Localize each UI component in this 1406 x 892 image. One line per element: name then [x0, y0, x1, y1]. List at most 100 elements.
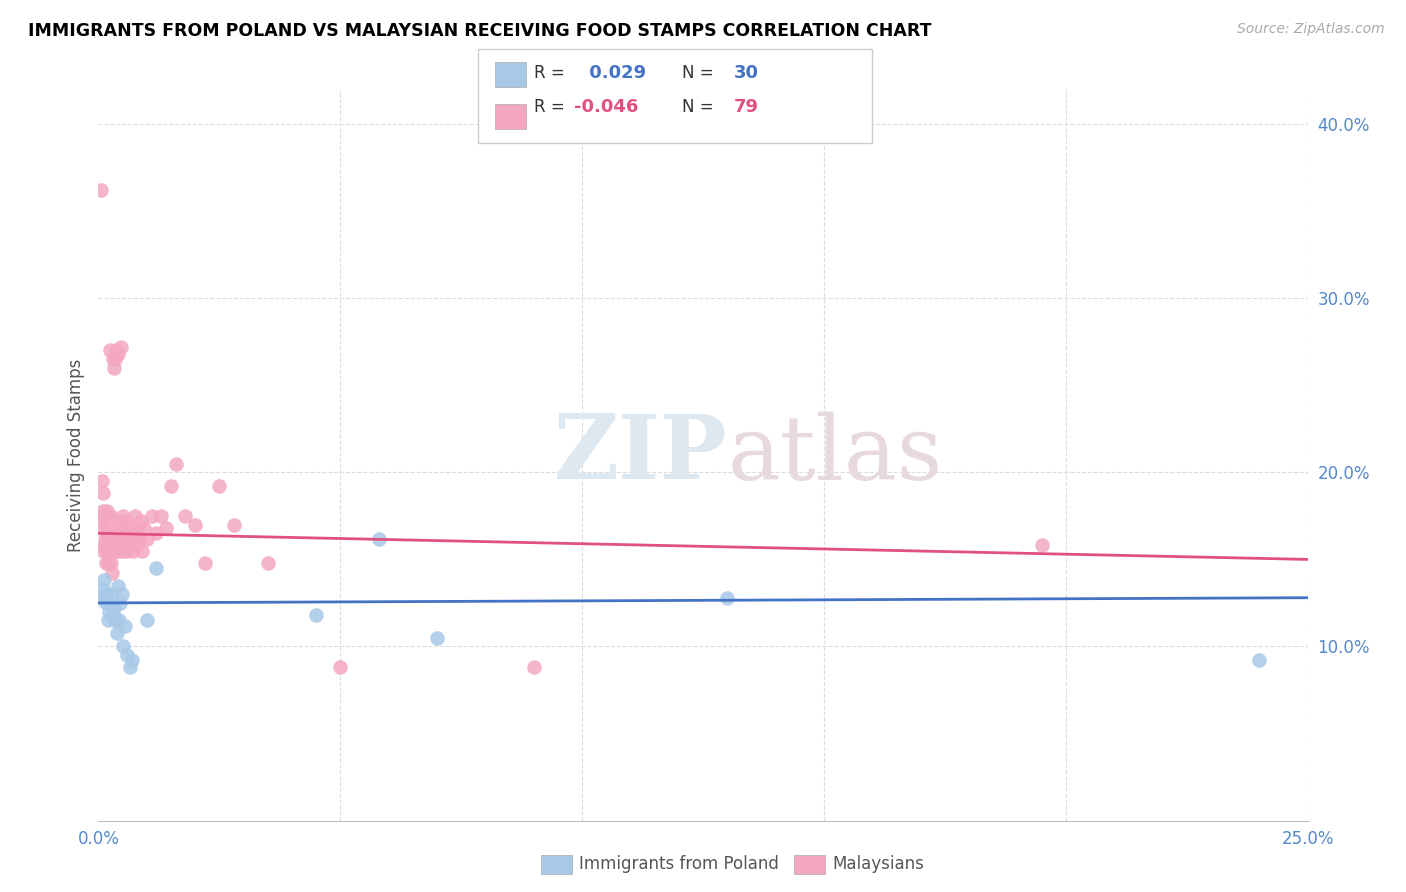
Point [101, 566, 124, 581]
Point [111, 640, 134, 654]
Y-axis label: Receiving Food Stamps: Receiving Food Stamps [66, 359, 84, 551]
Point [165, 457, 187, 471]
Point [107, 347, 129, 361]
Point [91, 503, 114, 517]
Point [94, 587, 117, 601]
Point [118, 660, 141, 674]
Point [145, 526, 167, 541]
Point [93, 574, 115, 588]
Point [114, 618, 136, 632]
Text: R =: R = [534, 64, 565, 82]
Point [174, 508, 197, 523]
Point [103, 601, 125, 615]
Point [1031, 539, 1053, 553]
Point [98, 343, 121, 358]
Text: atlas: atlas [727, 411, 942, 499]
Point [112, 539, 135, 553]
Point [94, 508, 117, 523]
Point [97, 556, 120, 570]
Point [111, 532, 134, 546]
Point [103, 532, 125, 546]
Point [101, 352, 124, 367]
Point [194, 556, 217, 570]
Point [117, 532, 139, 546]
Point [98, 605, 121, 619]
Point [150, 508, 173, 523]
Point [523, 660, 546, 674]
Point [184, 517, 207, 532]
Text: R =: R = [534, 98, 565, 116]
Point [111, 543, 134, 558]
Point [134, 521, 156, 535]
Point [105, 514, 128, 528]
Point [135, 613, 157, 627]
Point [121, 653, 143, 667]
Point [100, 556, 122, 570]
Point [135, 532, 157, 546]
Point [129, 514, 152, 528]
Point [103, 360, 125, 375]
Point [96, 526, 118, 541]
Point [115, 514, 138, 528]
Point [108, 526, 131, 541]
Point [105, 532, 128, 546]
Point [94, 596, 117, 610]
Text: IMMIGRANTS FROM POLAND VS MALAYSIAN RECEIVING FOOD STAMPS CORRELATION CHART: IMMIGRANTS FROM POLAND VS MALAYSIAN RECE… [28, 22, 932, 40]
Point [104, 543, 127, 558]
Point [96, 543, 118, 558]
Point [94, 514, 117, 528]
Text: 79: 79 [734, 98, 759, 116]
Point [107, 532, 129, 546]
Text: ZIP: ZIP [554, 411, 727, 499]
Text: N =: N = [682, 98, 713, 116]
Point [107, 578, 129, 592]
Point [93, 539, 115, 553]
Point [120, 532, 142, 546]
Point [127, 521, 149, 535]
Point [101, 539, 124, 553]
Point [107, 613, 129, 627]
Text: Immigrants from Poland: Immigrants from Poland [579, 855, 779, 873]
Point [160, 479, 183, 493]
Point [145, 561, 167, 575]
Point [100, 508, 122, 523]
Point [108, 521, 131, 535]
Point [96, 503, 118, 517]
Point [93, 532, 115, 546]
Point [110, 340, 132, 354]
Point [118, 521, 141, 535]
Point [141, 508, 163, 523]
Point [121, 526, 143, 541]
Text: 0.029: 0.029 [583, 64, 647, 82]
Point [98, 526, 121, 541]
Point [329, 660, 352, 674]
Point [101, 608, 124, 623]
Point [127, 539, 149, 553]
Point [91, 582, 114, 596]
Point [305, 608, 328, 623]
Point [117, 543, 139, 558]
Point [91, 543, 114, 558]
Point [114, 521, 136, 535]
Point [97, 508, 120, 523]
Text: 30: 30 [734, 64, 759, 82]
Point [94, 556, 117, 570]
Point [122, 543, 145, 558]
Point [90, 183, 112, 197]
Text: -0.046: -0.046 [574, 98, 638, 116]
Point [131, 543, 153, 558]
Point [104, 343, 127, 358]
Point [222, 517, 245, 532]
Point [368, 532, 391, 546]
Point [155, 521, 177, 535]
Point [124, 508, 146, 523]
Point [426, 631, 449, 645]
Point [114, 532, 136, 546]
Text: Malaysians: Malaysians [832, 855, 924, 873]
Point [104, 613, 127, 627]
Point [100, 596, 122, 610]
Point [96, 539, 118, 553]
Point [101, 526, 124, 541]
Point [107, 543, 129, 558]
Point [105, 625, 128, 640]
